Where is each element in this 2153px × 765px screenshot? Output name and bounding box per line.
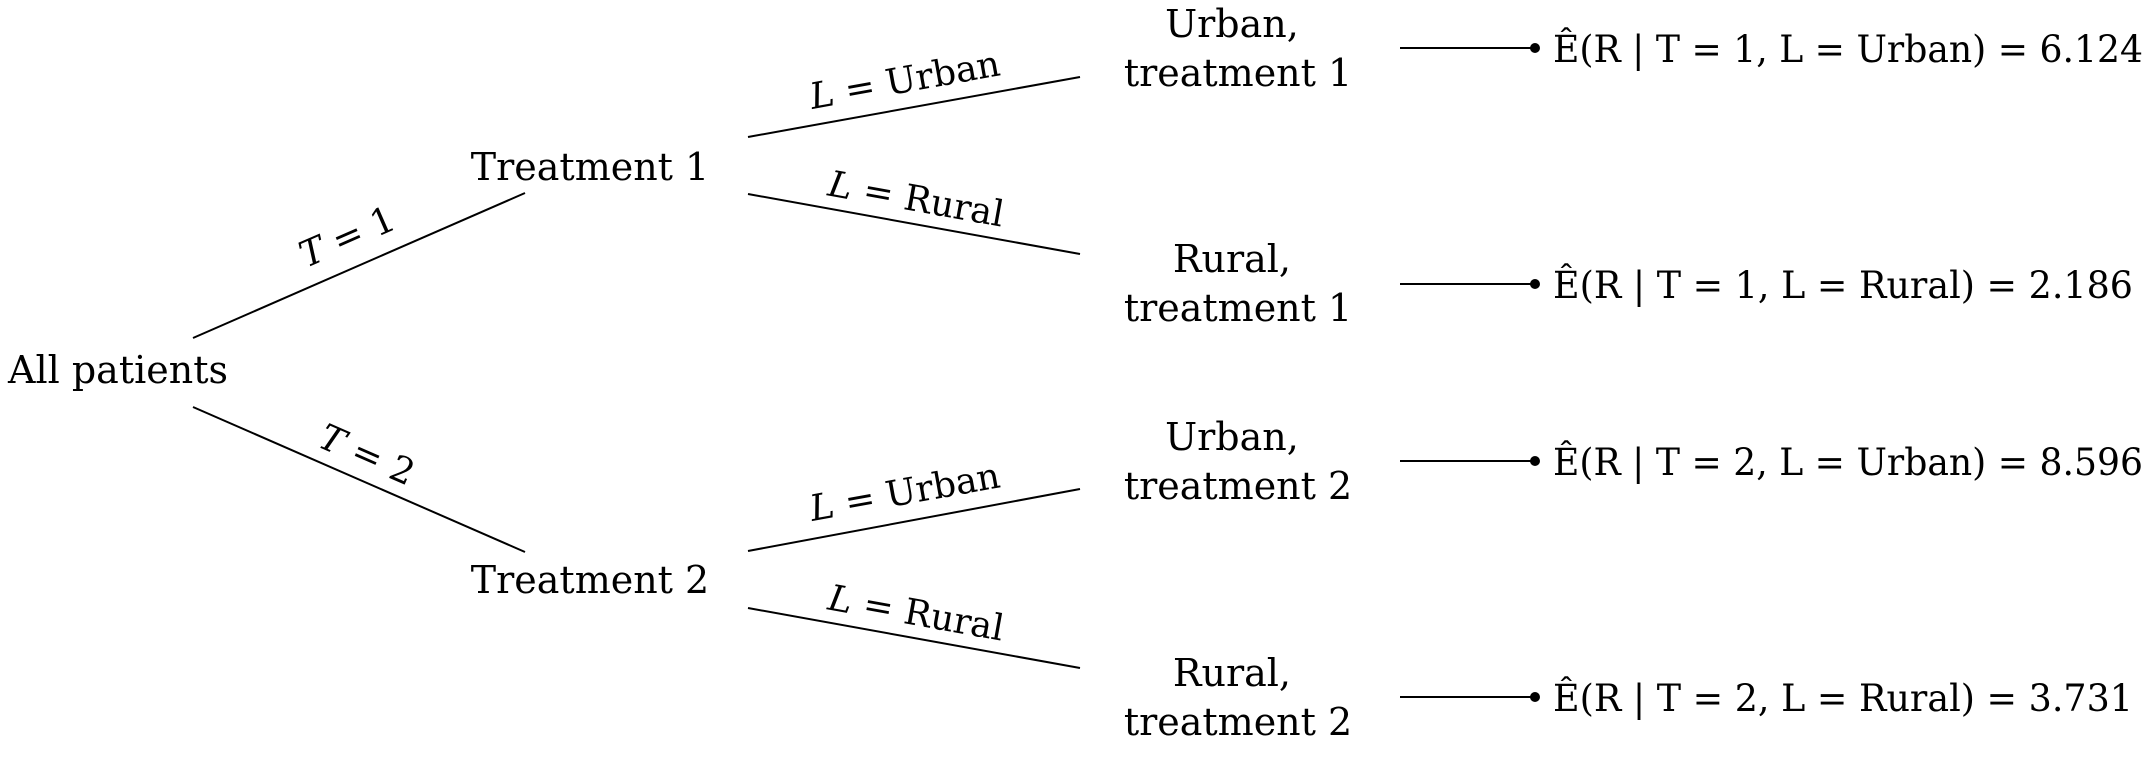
leaf-urban-treatment-1-label: Urban, treatment 1 xyxy=(1124,2,1352,95)
leaf-rural-treatment-2-label: Rural, treatment 2 xyxy=(1124,651,1352,744)
treatment-2-node-label: Treatment 2 xyxy=(471,558,709,602)
result-rural-treatment-1: Ê(R | T = 1, L = Rural) = 2.186 xyxy=(1553,263,2133,307)
result-dot-2 xyxy=(1530,279,1540,289)
result-dot-1 xyxy=(1530,43,1540,53)
edge-root-to-treatment-2 xyxy=(192,406,526,553)
edge-label-t2-l-urban: L = Urban xyxy=(806,455,1003,530)
result-urban-treatment-2: Ê(R | T = 2, L = Urban) = 8.596 xyxy=(1553,440,2143,484)
edge-treatment-2-to-rural xyxy=(747,607,1081,669)
edge-treatment-1-to-rural xyxy=(747,193,1081,255)
result-dot-4 xyxy=(1530,692,1540,702)
treatment-1-node-label: Treatment 1 xyxy=(471,145,709,189)
edge-label-t1-l-urban: L = Urban xyxy=(806,43,1003,118)
root-node-label: All patients xyxy=(7,348,228,392)
edge-treatment-2-to-urban xyxy=(747,488,1081,552)
result-rural-treatment-2: Ê(R | T = 2, L = Rural) = 3.731 xyxy=(1553,676,2133,720)
edge-label-t-equals-1: T = 1 xyxy=(293,199,401,277)
edge-treatment-1-to-urban xyxy=(747,76,1081,138)
leaf-rural-treatment-1-label: Rural, treatment 1 xyxy=(1124,237,1352,330)
leaf-urban-treatment-2-label: Urban, treatment 2 xyxy=(1124,415,1352,508)
result-urban-treatment-1: Ê(R | T = 1, L = Urban) = 6.124 xyxy=(1553,27,2143,71)
edge-root-to-treatment-1 xyxy=(192,192,526,339)
result-dot-3 xyxy=(1530,456,1540,466)
